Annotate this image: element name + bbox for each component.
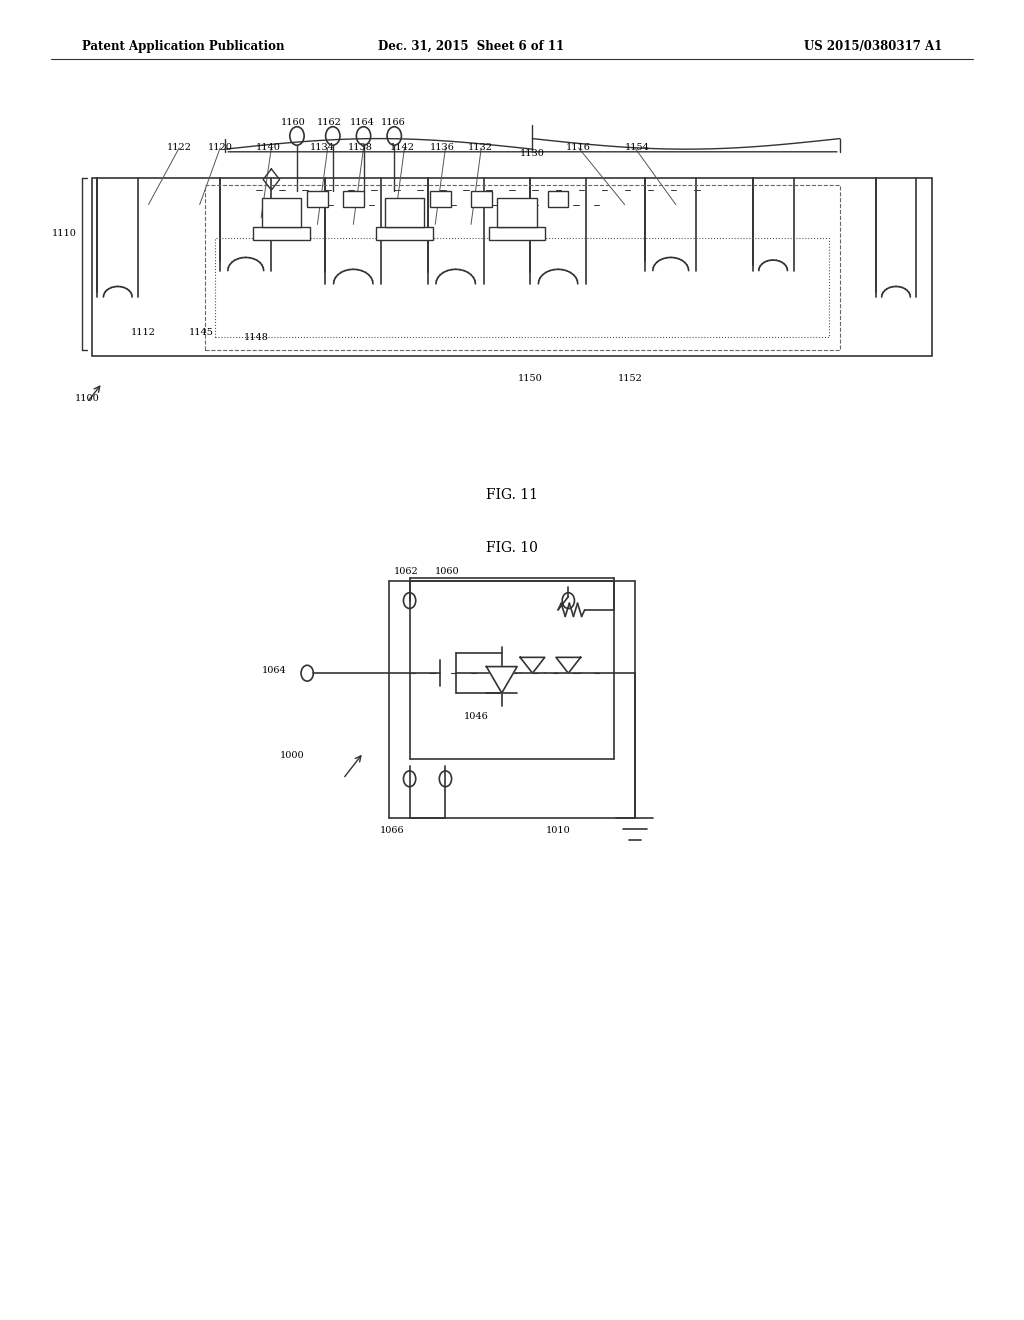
Bar bbox=[215, 238, 829, 337]
Text: 1010: 1010 bbox=[546, 826, 570, 834]
Text: 1120: 1120 bbox=[208, 144, 232, 152]
Bar bbox=[377, 227, 432, 240]
Text: 1162: 1162 bbox=[317, 119, 342, 127]
Text: Patent Application Publication: Patent Application Publication bbox=[82, 40, 285, 53]
Bar bbox=[254, 227, 310, 240]
Bar bbox=[385, 198, 424, 227]
Bar bbox=[343, 191, 364, 207]
Polygon shape bbox=[520, 657, 545, 673]
Text: FIG. 11: FIG. 11 bbox=[486, 488, 538, 502]
Text: 1152: 1152 bbox=[617, 375, 642, 383]
Text: 1138: 1138 bbox=[348, 144, 373, 152]
Text: 1140: 1140 bbox=[256, 144, 281, 152]
Text: 1100: 1100 bbox=[75, 395, 99, 403]
Text: 1134: 1134 bbox=[310, 144, 335, 152]
Text: 1066: 1066 bbox=[380, 826, 404, 834]
Text: 1166: 1166 bbox=[381, 119, 406, 127]
Bar bbox=[489, 227, 545, 240]
Bar bbox=[430, 191, 451, 207]
Text: 1060: 1060 bbox=[435, 568, 460, 576]
Text: 1148: 1148 bbox=[244, 334, 268, 342]
Text: Dec. 31, 2015  Sheet 6 of 11: Dec. 31, 2015 Sheet 6 of 11 bbox=[378, 40, 564, 53]
Text: 1150: 1150 bbox=[518, 375, 543, 383]
Bar bbox=[307, 191, 328, 207]
Bar bbox=[498, 198, 537, 227]
Bar bbox=[471, 191, 492, 207]
Text: 1046: 1046 bbox=[464, 713, 488, 721]
Text: 1110: 1110 bbox=[52, 230, 77, 238]
Text: 1132: 1132 bbox=[468, 144, 493, 152]
Text: 1116: 1116 bbox=[566, 144, 591, 152]
Polygon shape bbox=[556, 657, 581, 673]
Text: US 2015/0380317 A1: US 2015/0380317 A1 bbox=[804, 40, 942, 53]
FancyBboxPatch shape bbox=[92, 178, 932, 356]
Text: 1122: 1122 bbox=[167, 144, 191, 152]
Text: 1142: 1142 bbox=[390, 144, 415, 152]
Text: 1154: 1154 bbox=[625, 144, 649, 152]
Text: 1064: 1064 bbox=[262, 667, 287, 675]
Bar bbox=[548, 191, 568, 207]
Text: 1160: 1160 bbox=[281, 119, 305, 127]
Text: 1145: 1145 bbox=[189, 329, 214, 337]
Text: 1112: 1112 bbox=[131, 329, 156, 337]
Text: 1130: 1130 bbox=[520, 149, 545, 157]
Text: 1136: 1136 bbox=[430, 144, 455, 152]
Text: 1000: 1000 bbox=[280, 751, 304, 759]
Bar bbox=[262, 198, 301, 227]
Text: 1062: 1062 bbox=[394, 568, 419, 576]
Text: FIG. 10: FIG. 10 bbox=[486, 541, 538, 554]
Polygon shape bbox=[486, 667, 517, 693]
Text: 1164: 1164 bbox=[350, 119, 375, 127]
Bar bbox=[205, 185, 840, 350]
